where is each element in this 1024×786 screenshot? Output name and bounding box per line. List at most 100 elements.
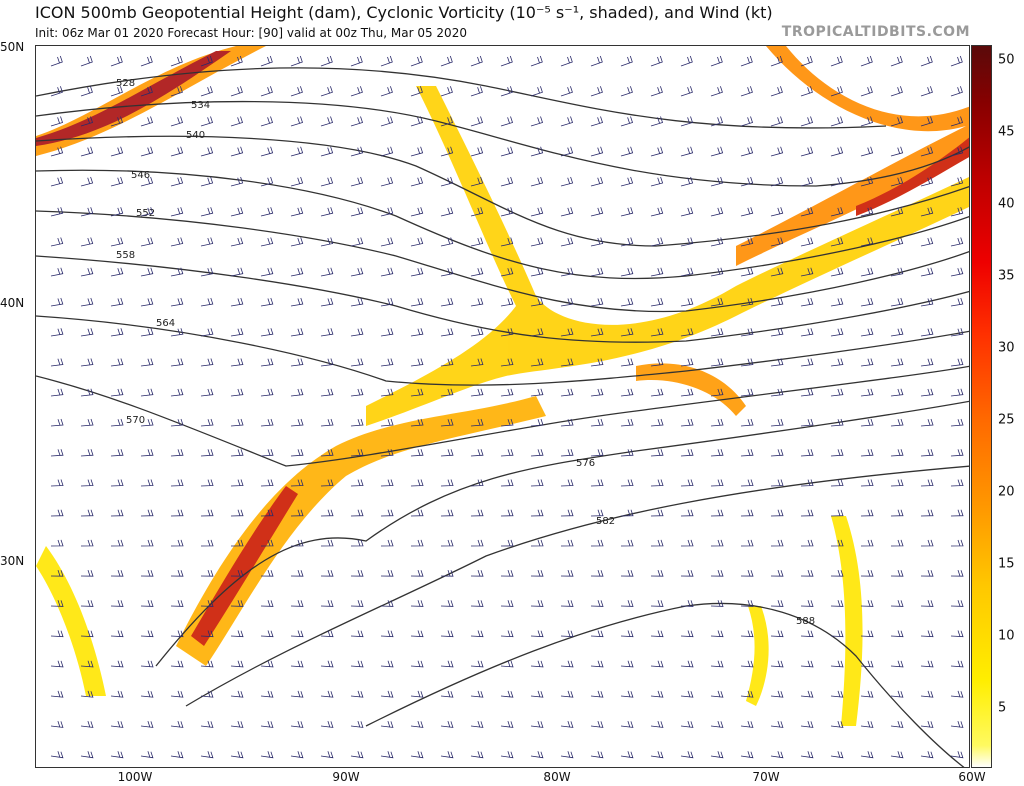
wind-barb	[440, 690, 454, 698]
wind-barb	[650, 116, 664, 127]
wind-barb	[560, 418, 574, 427]
wind-barb	[890, 720, 904, 728]
colorbar-tick: 40	[998, 196, 1015, 212]
wind-barb	[410, 539, 424, 547]
wind-barb	[500, 297, 514, 307]
wind-barb	[110, 660, 124, 668]
wind-barb	[230, 720, 244, 728]
wind-barb	[650, 690, 664, 698]
wind-barb	[680, 630, 694, 638]
wind-barb	[230, 237, 244, 247]
wind-barb	[770, 176, 784, 187]
wind-barb	[230, 690, 244, 698]
wind-barb	[650, 660, 664, 668]
wind-barb	[710, 751, 724, 759]
wind-barb	[590, 690, 604, 698]
lon-label-90w: 90W	[332, 770, 360, 784]
wind-barb	[800, 449, 814, 457]
wind-barb	[920, 720, 934, 728]
wind-barb	[350, 328, 364, 337]
wind-barb	[950, 86, 963, 97]
wind-barb	[110, 237, 124, 247]
wind-barb	[830, 297, 844, 307]
wind-barb	[860, 509, 874, 517]
vorticity-band-gulf	[176, 396, 546, 666]
wind-barb	[740, 418, 754, 427]
contour-528	[36, 67, 887, 129]
wind-barb	[260, 328, 274, 337]
wind-barb	[80, 569, 94, 577]
wind-barb	[440, 630, 454, 638]
wind-barb	[770, 720, 784, 728]
wind-barb	[80, 720, 94, 728]
wind-barb	[410, 86, 423, 97]
wind-barb	[770, 630, 784, 638]
wind-barb	[140, 267, 154, 277]
wind-barb	[530, 630, 544, 638]
wind-barb	[950, 388, 964, 397]
wind-barb	[50, 690, 64, 698]
wind-barb	[80, 449, 94, 457]
colorbar-tick: 45	[998, 124, 1015, 140]
wind-barb	[650, 539, 664, 547]
wind-barb	[140, 418, 154, 427]
wind-barb	[140, 176, 154, 187]
wind-barb	[140, 630, 154, 638]
wind-barb	[860, 116, 874, 127]
wind-barb	[410, 479, 424, 487]
lon-label-80w: 80W	[543, 770, 571, 784]
wind-barb	[560, 207, 574, 217]
wind-barb	[320, 86, 333, 97]
wind-barb	[110, 297, 124, 307]
wind-barb	[230, 207, 244, 217]
wind-barb	[530, 207, 544, 217]
wind-barb	[50, 388, 64, 397]
wind-barb	[350, 479, 364, 487]
wind-barb	[830, 116, 844, 127]
colorbar-tick: 15	[998, 556, 1015, 572]
wind-barb	[200, 55, 213, 67]
wind-barb	[530, 55, 543, 67]
wind-barb	[920, 267, 934, 277]
wind-barb	[440, 418, 454, 427]
wind-barb	[680, 388, 694, 397]
contour-label: 552	[136, 208, 155, 219]
wind-barb	[230, 449, 244, 457]
wind-barb	[440, 116, 454, 127]
wind-barb	[650, 146, 664, 157]
wind-barb	[290, 539, 304, 547]
wind-barb	[920, 418, 934, 427]
wind-barb	[590, 630, 604, 638]
wind-barb	[950, 569, 964, 577]
wind-barb	[230, 267, 244, 277]
wind-barb	[230, 660, 244, 668]
wind-barb	[140, 207, 154, 217]
wind-barb	[140, 55, 153, 67]
wind-barb	[740, 358, 754, 367]
wind-barb	[680, 86, 693, 97]
source-credit: TROPICALTIDBITS.COM	[781, 24, 970, 40]
wind-barb	[260, 116, 274, 127]
wind-barb	[680, 569, 694, 577]
wind-barb	[200, 660, 214, 668]
wind-barb	[620, 55, 633, 67]
wind-barb	[410, 720, 424, 728]
wind-barb	[290, 328, 304, 337]
wind-barb	[200, 146, 214, 157]
wind-barb	[620, 176, 634, 187]
wind-barb	[200, 600, 214, 607]
wind-barb	[740, 449, 754, 457]
wind-barb	[740, 176, 754, 187]
wind-barb	[620, 146, 634, 157]
wind-barb	[80, 207, 94, 217]
wind-barb	[890, 660, 904, 668]
wind-barb	[200, 630, 214, 638]
wind-barb	[500, 569, 514, 577]
wind-barb	[440, 479, 454, 487]
lon-label-60w: 60W	[958, 770, 986, 784]
wind-barb	[50, 449, 64, 457]
wind-barb	[110, 267, 124, 277]
wind-barb	[80, 509, 94, 517]
wind-barb	[800, 751, 814, 759]
wind-barb	[650, 569, 664, 577]
